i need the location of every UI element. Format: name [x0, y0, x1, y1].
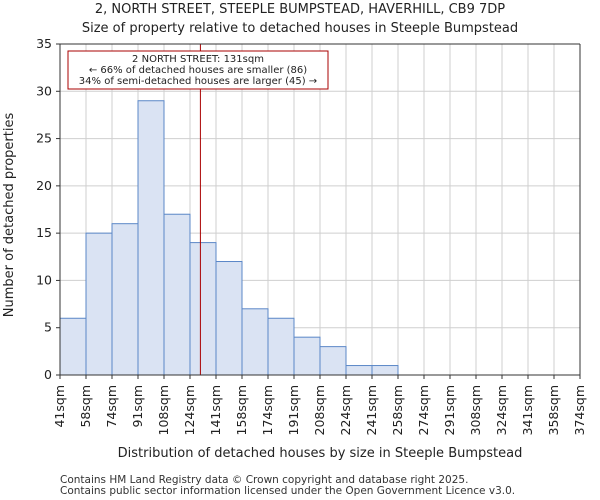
x-tick-label: 191sqm — [286, 385, 301, 435]
x-tick-label: 124sqm — [182, 385, 197, 435]
x-tick-label: 241sqm — [364, 385, 379, 435]
x-tick-label: 91sqm — [130, 385, 145, 428]
footer-line-2: Contains public sector information licen… — [60, 485, 515, 497]
y-tick-labels: 0 5 10 15 20 25 30 35 — [36, 36, 60, 382]
chart-title: 2, NORTH STREET, STEEPLE BUMPSTEAD, HAVE… — [95, 2, 505, 17]
x-tick-labels: 41sqm 58sqm 74sqm 91sqm 108sqm 124sqm 141sqm 15… — [52, 375, 587, 435]
footer-line-1: Contains HM Land Registry data © Crown c… — [60, 474, 468, 486]
x-tick-label: 208sqm — [312, 385, 327, 435]
annotation-line-3: 34% of semi-detached houses are larger (… — [79, 76, 317, 87]
bar-41sqm — [59, 317, 87, 376]
bar-208sqm — [319, 346, 347, 376]
bars — [59, 100, 399, 376]
annotation-border — [67, 50, 329, 90]
bar-241sqm — [371, 365, 399, 376]
x-tick-label: 374sqm — [572, 385, 587, 435]
bar-174sqm — [267, 317, 295, 376]
chart-subtitle: Size of property relative to detached ho… — [82, 21, 518, 36]
y-tick-label: 30 — [36, 83, 52, 98]
x-tick-label: 108sqm — [156, 385, 171, 435]
x-tick-label: 358sqm — [546, 385, 561, 435]
bar-191sqm — [293, 336, 321, 376]
x-tick-label: 291sqm — [442, 385, 457, 435]
y-tick-label: 0 — [44, 367, 52, 382]
bar-124sqm — [189, 242, 217, 376]
x-tick-label: 258sqm — [390, 385, 405, 435]
y-tick-label: 10 — [36, 272, 52, 287]
y-tick-label: 5 — [44, 320, 52, 335]
bar-158sqm — [241, 308, 269, 376]
x-axis-label: Distribution of detached houses by size … — [118, 446, 523, 461]
bar-224sqm — [345, 365, 373, 376]
x-tick-label: 341sqm — [520, 385, 535, 435]
annotation-line-1: 2 NORTH STREET: 131sqm — [132, 54, 264, 65]
x-tick-label: 274sqm — [416, 385, 431, 435]
bar-141sqm — [215, 261, 243, 376]
x-tick-label: 324sqm — [494, 385, 509, 435]
annotation-box: 2 NORTH STREET: 131sqm ← 66% of detached… — [67, 50, 329, 90]
y-tick-label: 25 — [36, 131, 52, 146]
x-tick-label: 141sqm — [208, 385, 223, 435]
bar-74sqm — [111, 223, 139, 376]
y-tick-label: 35 — [36, 36, 52, 51]
bar-58sqm — [85, 232, 113, 376]
x-tick-label: 174sqm — [260, 385, 275, 435]
y-tick-label: 15 — [36, 225, 52, 240]
y-axis-label: Number of detached properties — [2, 113, 17, 318]
bar-108sqm — [163, 213, 191, 376]
bar-91sqm — [137, 100, 165, 376]
annotation-line-2: ← 66% of detached houses are smaller (86… — [89, 65, 307, 76]
x-tick-label: 74sqm — [104, 385, 119, 428]
x-tick-label: 224sqm — [338, 385, 353, 435]
x-tick-label: 308sqm — [468, 385, 483, 435]
x-tick-label: 158sqm — [234, 385, 249, 435]
y-tick-label: 20 — [36, 178, 52, 193]
x-tick-label: 41sqm — [52, 385, 67, 428]
x-tick-label: 58sqm — [78, 385, 93, 428]
